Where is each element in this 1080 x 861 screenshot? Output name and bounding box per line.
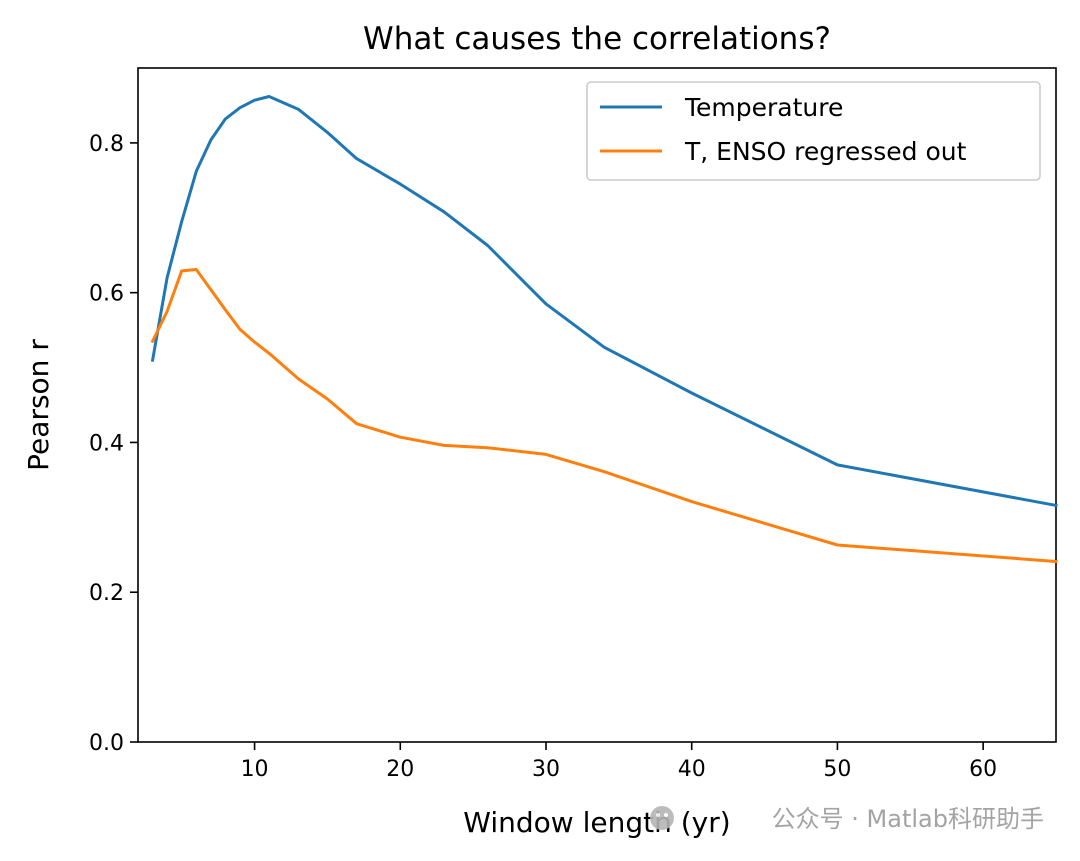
x-tick-label: 30 xyxy=(532,757,560,782)
x-axis-title: Window length (yr) xyxy=(463,806,730,839)
series-line-enso-regressed xyxy=(150,268,1058,564)
legend: Temperature T, ENSO regressed out xyxy=(586,81,1041,181)
x-tick-label: 40 xyxy=(678,757,706,782)
legend-label-enso-regressed: T, ENSO regressed out xyxy=(684,137,967,166)
wechat-icon-eye-right xyxy=(664,813,668,817)
x-tick-label: 20 xyxy=(386,757,414,782)
y-tick-label: 0.8 xyxy=(89,132,124,157)
legend-box xyxy=(586,81,1041,181)
y-tick-label: 0.6 xyxy=(89,282,124,307)
x-tick-label: 10 xyxy=(241,757,269,782)
y-tick-label: 0.0 xyxy=(89,731,124,756)
wechat-icon xyxy=(650,806,674,830)
watermark: 公众号 · Matlab科研助手 xyxy=(650,805,1044,833)
series-line-temperature xyxy=(150,95,1058,508)
wechat-icon-eye-left xyxy=(656,813,660,817)
y-axis-title: Pearson r xyxy=(22,339,55,471)
watermark-text: 公众号 · Matlab科研助手 xyxy=(772,805,1044,833)
legend-label-temperature: Temperature xyxy=(684,93,843,122)
x-axis: 10 20 30 40 50 60 xyxy=(241,742,997,782)
y-tick-label: 0.2 xyxy=(89,581,124,606)
x-tick-label: 60 xyxy=(969,757,997,782)
y-tick-label: 0.4 xyxy=(89,431,124,456)
x-tick-label: 50 xyxy=(823,757,851,782)
chart-title: What causes the correlations? xyxy=(363,21,831,57)
y-axis: 0.0 0.2 0.4 0.6 0.8 xyxy=(89,132,138,756)
series-layer xyxy=(150,95,1058,564)
